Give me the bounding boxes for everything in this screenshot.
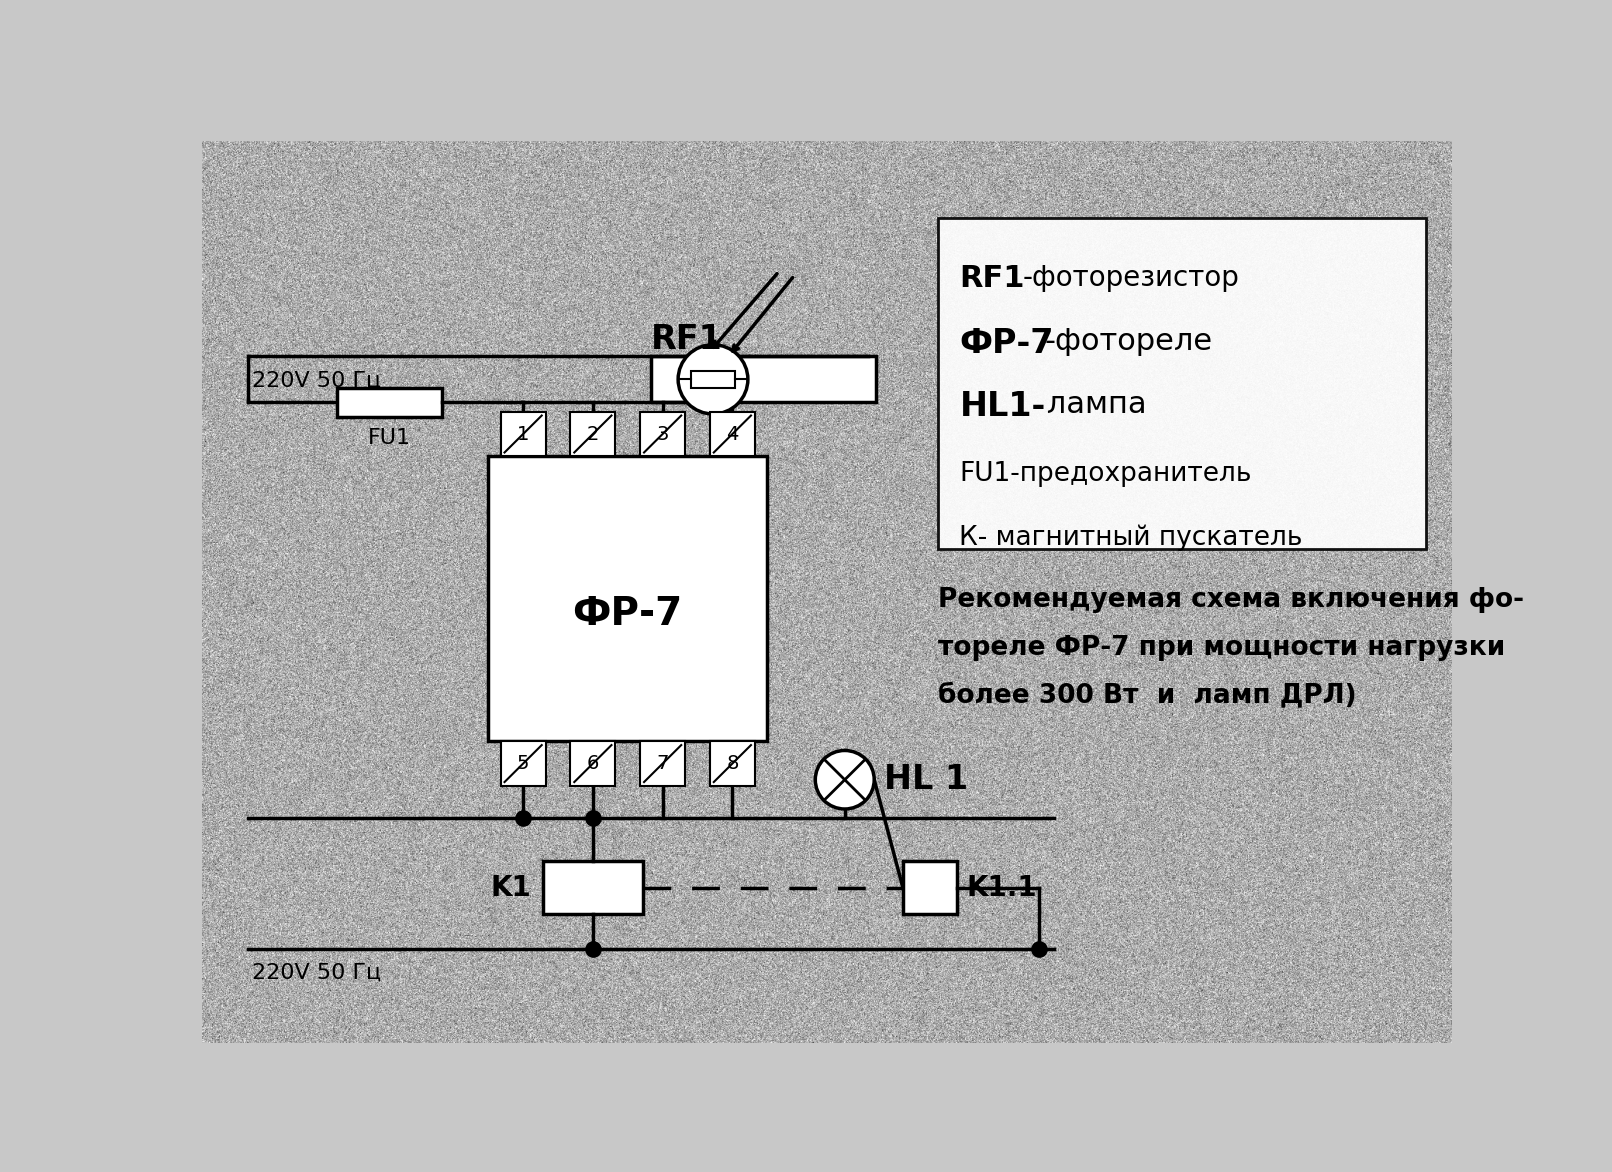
Bar [337, 388, 442, 417]
Bar [501, 411, 545, 456]
Text: Рекомендуемая схема включения фо-: Рекомендуемая схема включения фо- [938, 587, 1523, 613]
Text: FU1-предохранитель: FU1-предохранитель [959, 461, 1253, 486]
Text: RF1: RF1 [651, 323, 722, 356]
Text: 8: 8 [725, 754, 738, 774]
Bar [692, 370, 735, 388]
Text: К- магнитный пускатель: К- магнитный пускатель [959, 524, 1302, 551]
Bar [488, 456, 767, 741]
Circle shape [816, 750, 874, 809]
Text: FU1: FU1 [368, 428, 411, 448]
Text: -фотореле: -фотореле [1045, 327, 1212, 356]
Bar [501, 741, 545, 786]
Circle shape [679, 345, 748, 414]
Text: 2: 2 [587, 424, 600, 443]
Text: 6: 6 [587, 754, 600, 774]
Bar [938, 218, 1427, 548]
Text: 3: 3 [656, 424, 669, 443]
Bar [571, 411, 616, 456]
Text: более 300 Вт  и  ламп ДРЛ): более 300 Вт и ламп ДРЛ) [938, 683, 1356, 709]
Text: ФР-7: ФР-7 [959, 327, 1054, 360]
Bar [709, 411, 754, 456]
Bar [640, 741, 685, 786]
Bar [903, 860, 958, 914]
Text: 4: 4 [725, 424, 738, 443]
Text: HL1-: HL1- [959, 390, 1046, 423]
Bar [571, 741, 616, 786]
Text: ФР-7: ФР-7 [572, 595, 683, 633]
Text: RF1: RF1 [959, 264, 1025, 293]
Text: HL 1: HL 1 [883, 763, 967, 796]
Text: K1.1: K1.1 [967, 873, 1037, 901]
Bar [709, 741, 754, 786]
Text: лампа: лампа [1037, 390, 1146, 420]
Bar [640, 411, 685, 456]
Text: 5: 5 [517, 754, 529, 774]
Bar [651, 356, 875, 402]
Text: 220V 50 Гц: 220V 50 Гц [251, 370, 380, 390]
Text: K1: K1 [490, 873, 530, 901]
Bar [543, 860, 643, 914]
Text: 1: 1 [517, 424, 529, 443]
Text: 220V 50 Гц: 220V 50 Гц [251, 963, 380, 983]
Text: 7: 7 [656, 754, 669, 774]
Text: -фоторезистор: -фоторезистор [1024, 264, 1240, 292]
Text: тореле ФР-7 при мощности нагрузки: тореле ФР-7 при мощности нагрузки [938, 635, 1506, 661]
